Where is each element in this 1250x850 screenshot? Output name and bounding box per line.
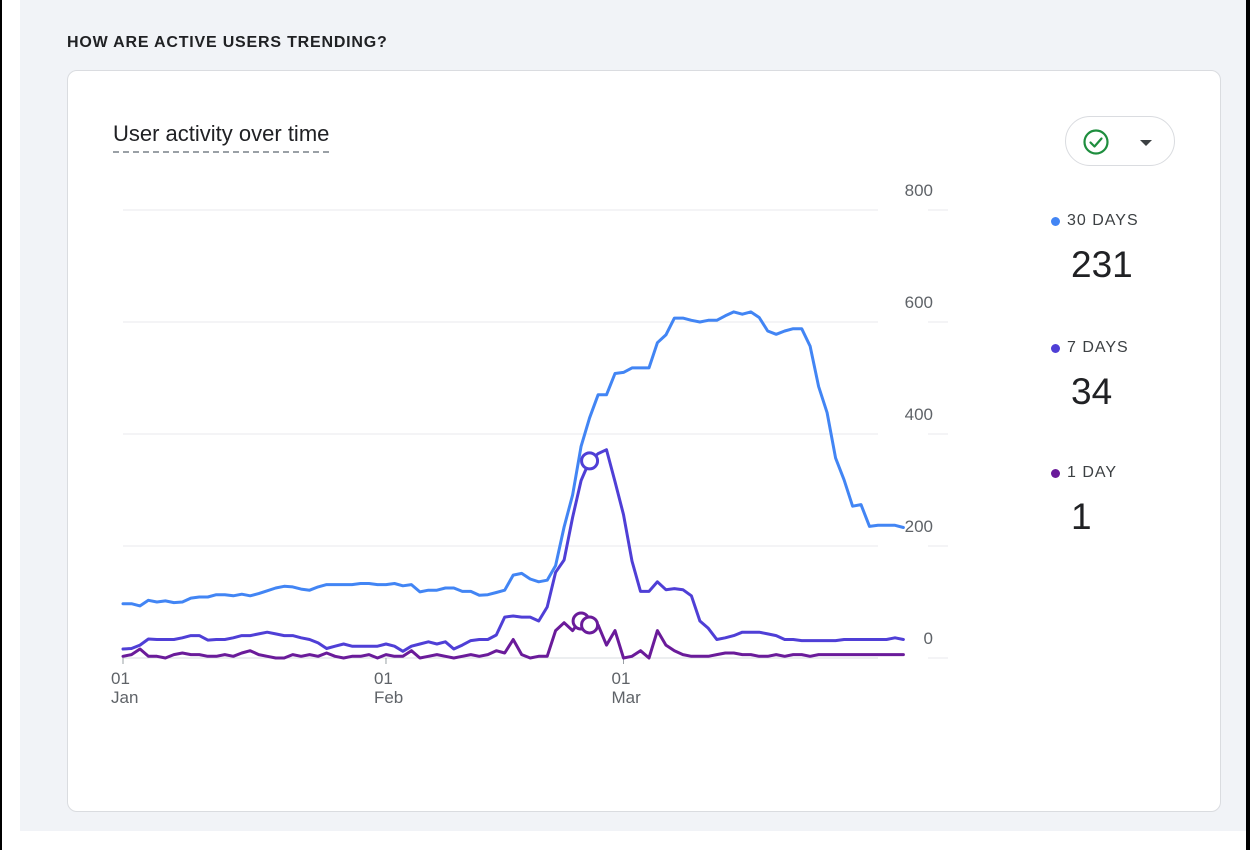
caret-down-icon xyxy=(1140,140,1152,146)
x-tick-day-label: 01 xyxy=(612,669,631,688)
window-edge-left xyxy=(0,0,2,850)
active-users-section: HOW ARE ACTIVE USERS TRENDING? User acti… xyxy=(20,0,1246,831)
status-dropdown-button[interactable] xyxy=(1065,116,1175,166)
legend-label-1-day: 1 DAY xyxy=(1067,464,1118,481)
x-tick-month-label: Feb xyxy=(374,688,403,707)
x-tick-month-label: Jan xyxy=(111,688,138,707)
legend-dot-30-days xyxy=(1051,216,1060,226)
legend-value-30-days: 231 xyxy=(1071,244,1133,285)
window-edge-right xyxy=(1246,0,1250,850)
series-line-30-days xyxy=(121,310,905,608)
legend-label-30-days: 30 DAYS xyxy=(1067,212,1139,229)
annotation-marker[interactable] xyxy=(580,451,600,471)
chart-y-axis: 800 600 400 200 0 xyxy=(905,181,933,648)
legend-value-1-day: 1 xyxy=(1071,496,1092,537)
legend-item-30-days: 30 DAYS 231 xyxy=(1051,212,1139,286)
y-tick-label: 0 xyxy=(924,629,933,648)
series-line-7-days xyxy=(121,448,905,653)
check-circle-icon xyxy=(1083,129,1109,155)
section-title: HOW ARE ACTIVE USERS TRENDING? xyxy=(67,34,388,51)
chart-markers xyxy=(571,451,600,635)
chart-gridlines xyxy=(123,209,948,659)
legend-item-7-days: 7 DAYS 34 xyxy=(1051,339,1129,413)
x-tick-month-label: Mar xyxy=(612,688,642,707)
x-tick-day-label: 01 xyxy=(111,669,130,688)
user-activity-card: User activity over time 800 600 400 200 0 01… xyxy=(67,70,1221,812)
legend-value-7-days: 34 xyxy=(1071,371,1113,412)
legend-item-1-day: 1 DAY 1 xyxy=(1051,464,1117,538)
series-line-1-day xyxy=(121,617,905,660)
y-tick-label: 600 xyxy=(905,293,933,312)
card-title[interactable]: User activity over time xyxy=(113,121,330,153)
legend-label-7-days: 7 DAYS xyxy=(1067,339,1129,356)
x-tick-day-label: 01 xyxy=(374,669,393,688)
y-tick-label: 200 xyxy=(905,517,933,536)
y-tick-label: 400 xyxy=(905,405,933,424)
y-tick-label: 800 xyxy=(905,181,933,200)
annotation-marker[interactable] xyxy=(580,615,600,635)
chart-series xyxy=(121,310,905,660)
legend-dot-7-days xyxy=(1051,343,1060,353)
legend-dot-1-day xyxy=(1051,468,1060,478)
